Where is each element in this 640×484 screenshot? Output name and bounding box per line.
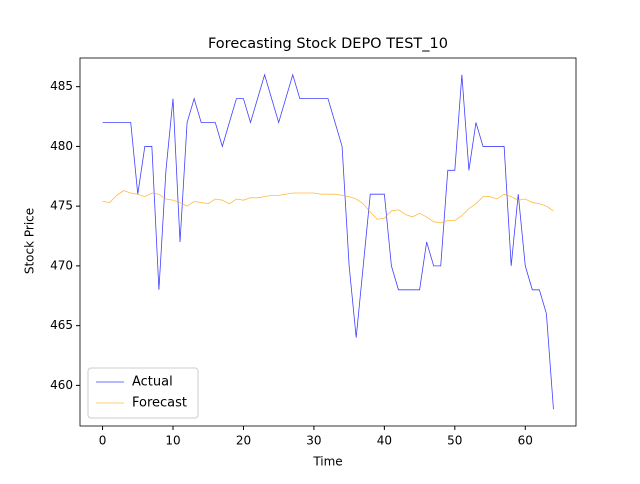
x-tick-label: 40 bbox=[377, 434, 392, 448]
legend-label: Actual bbox=[132, 375, 173, 390]
plot-frame bbox=[79, 57, 577, 427]
x-tick-label: 50 bbox=[447, 434, 462, 448]
x-tick-label: 20 bbox=[236, 434, 251, 448]
x-tick-label: 10 bbox=[165, 434, 180, 448]
x-axis-label: Time bbox=[312, 455, 342, 469]
line-series bbox=[102, 73, 554, 410]
y-tick-label: 485 bbox=[50, 79, 73, 93]
x-tick-label: 0 bbox=[99, 434, 107, 448]
chart-title: Forecasting Stock DEPO TEST_10 bbox=[208, 36, 448, 52]
y-tick-label: 470 bbox=[50, 258, 73, 272]
line-series bbox=[102, 190, 554, 224]
x-tick-label: 30 bbox=[306, 434, 321, 448]
x-tick-label: 60 bbox=[518, 434, 533, 448]
y-axis-label: Stock Price bbox=[23, 208, 37, 274]
y-tick-label: 480 bbox=[50, 139, 73, 153]
y-tick-label: 465 bbox=[50, 318, 73, 332]
y-tick-label: 475 bbox=[50, 199, 73, 213]
legend-box bbox=[87, 367, 199, 419]
legend-label: Forecast bbox=[132, 396, 187, 411]
y-tick-label: 460 bbox=[50, 378, 73, 392]
